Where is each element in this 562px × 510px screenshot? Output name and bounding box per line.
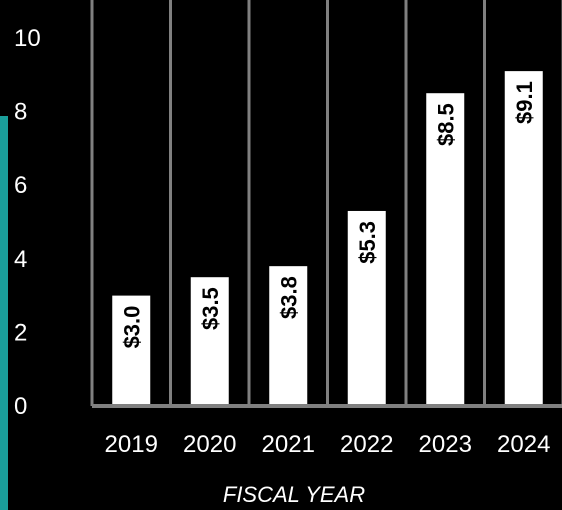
bar-2023 xyxy=(426,93,465,406)
bar-value-label: $3.5 xyxy=(198,287,223,330)
bar-2019 xyxy=(112,295,151,406)
bar-2022 xyxy=(347,210,386,406)
x-tick-label: 2021 xyxy=(262,431,315,458)
bar-2020 xyxy=(190,277,229,406)
x-axis-title: FISCAL YEAR xyxy=(223,482,365,507)
x-axis-tick-labels: 2019 2020 2021 2022 2023 2024 xyxy=(105,431,551,458)
x-tick-label: 2024 xyxy=(497,431,550,458)
bar-value-label: $9.1 xyxy=(512,81,537,124)
bar-value-label: $3.0 xyxy=(119,306,144,349)
y-tick-label: 2 xyxy=(14,319,27,346)
bar-value-label: $8.5 xyxy=(433,103,458,146)
y-tick-label: 10 xyxy=(14,25,41,52)
x-tick-label: 2022 xyxy=(340,431,393,458)
y-tick-label: 8 xyxy=(14,99,27,126)
bars-group xyxy=(112,71,543,407)
y-axis-tick-labels: 0 2 4 6 8 10 xyxy=(14,25,41,420)
y-tick-label: 0 xyxy=(14,393,27,420)
bar-value-label: $5.3 xyxy=(355,221,380,264)
y-tick-label: 6 xyxy=(14,172,27,199)
y-tick-label: 4 xyxy=(14,246,27,273)
bar-2024 xyxy=(504,71,543,407)
x-tick-label: 2023 xyxy=(419,431,472,458)
bar-value-label: $3.8 xyxy=(276,276,301,319)
category-separators xyxy=(90,0,562,406)
teal-accent-stripe xyxy=(0,116,8,510)
x-tick-label: 2019 xyxy=(105,431,158,458)
bar-2021 xyxy=(269,266,308,406)
bar-value-labels: $3.0 $3.5 $3.8 $5.3 $8.5 $9.1 xyxy=(119,81,537,348)
x-tick-label: 2020 xyxy=(183,431,236,458)
